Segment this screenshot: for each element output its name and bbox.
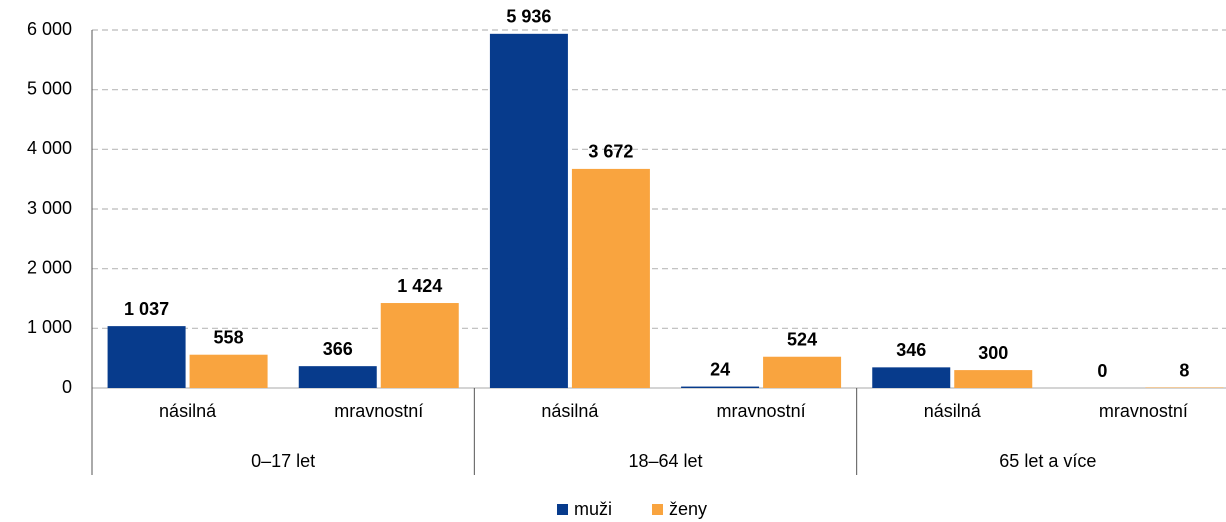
- bar: [489, 33, 568, 389]
- bar: [763, 356, 842, 388]
- data-label: 8: [1179, 360, 1189, 380]
- data-label: 0: [1097, 361, 1107, 381]
- bar: [872, 367, 951, 388]
- bar: [571, 168, 650, 388]
- x-tick-label: mravnostní: [717, 401, 806, 421]
- data-label: 1 037: [124, 299, 169, 319]
- legend-swatch: [652, 504, 663, 515]
- y-tick-label: 3 000: [27, 198, 72, 218]
- bar: [954, 370, 1033, 388]
- y-tick-label: 6 000: [27, 19, 72, 39]
- legend-label: ženy: [669, 499, 707, 519]
- data-label: 24: [710, 359, 730, 379]
- legend-swatch: [557, 504, 568, 515]
- data-label: 1 424: [397, 276, 442, 296]
- data-label: 524: [787, 329, 817, 349]
- legend-label: muži: [574, 499, 612, 519]
- y-tick-label: 5 000: [27, 78, 72, 98]
- y-tick-label: 1 000: [27, 317, 72, 337]
- bar: [681, 386, 760, 388]
- group-label: 18–64 let: [628, 451, 702, 471]
- group-label: 0–17 let: [251, 451, 315, 471]
- group-label: 65 let a více: [999, 451, 1096, 471]
- x-tick-label: násilná: [541, 401, 599, 421]
- x-tick-label: mravnostní: [334, 401, 423, 421]
- bar: [189, 354, 268, 388]
- bar: [298, 366, 377, 388]
- data-label: 366: [323, 339, 353, 359]
- data-label: 5 936: [506, 7, 551, 27]
- x-tick-label: násilná: [159, 401, 217, 421]
- data-label: 300: [978, 343, 1008, 363]
- y-tick-label: 2 000: [27, 257, 72, 277]
- y-tick-label: 4 000: [27, 138, 72, 158]
- y-tick-label: 0: [62, 377, 72, 397]
- x-tick-label: mravnostní: [1099, 401, 1188, 421]
- bar: [380, 303, 459, 388]
- x-tick-label: násilná: [924, 401, 982, 421]
- bar: [107, 326, 186, 388]
- data-label: 3 672: [588, 142, 633, 162]
- data-label: 558: [214, 327, 244, 347]
- data-label: 346: [896, 340, 926, 360]
